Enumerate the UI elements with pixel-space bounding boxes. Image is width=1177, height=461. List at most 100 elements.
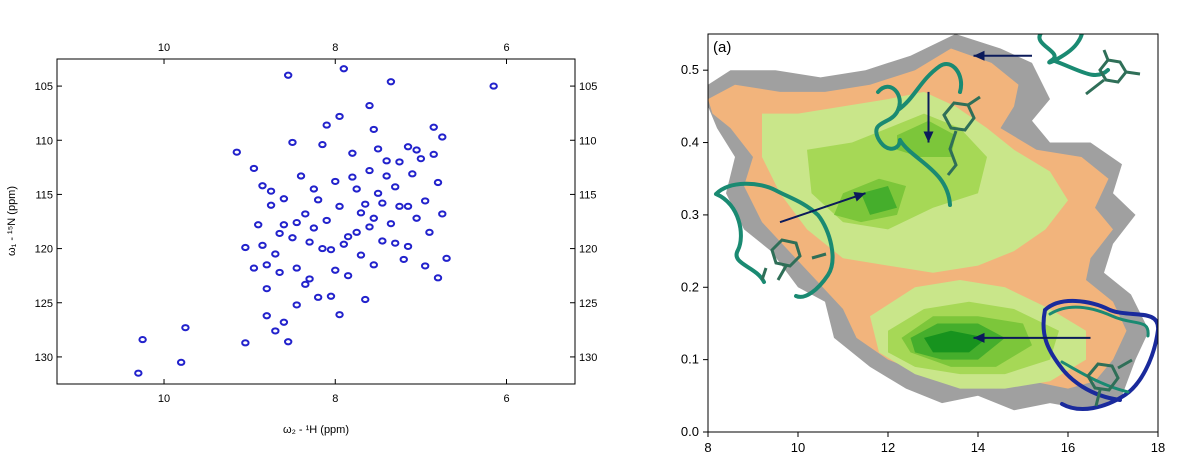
hsqc-peak bbox=[420, 262, 430, 270]
hsqc-peak bbox=[382, 157, 391, 165]
hsqc-peak bbox=[309, 185, 319, 193]
hsqc-x-tick-label-bottom: 8 bbox=[332, 393, 338, 405]
hsqc-peaks bbox=[134, 65, 498, 377]
hsqc-peak bbox=[442, 254, 451, 262]
arrow-shaft bbox=[779, 192, 866, 224]
hsqc-peak bbox=[262, 312, 271, 320]
hsqc-peak bbox=[386, 78, 396, 86]
hsqc-peak bbox=[301, 280, 310, 288]
hsqc-peak bbox=[356, 251, 366, 259]
fe-x-tick-label: 12 bbox=[881, 440, 895, 455]
hsqc-peak bbox=[395, 202, 404, 210]
contour-level-6 bbox=[924, 330, 987, 353]
hsqc-peak bbox=[365, 166, 374, 175]
hsqc-peak bbox=[335, 112, 344, 121]
hsqc-peak bbox=[292, 301, 301, 309]
hsqc-peak bbox=[335, 202, 344, 210]
hsqc-peak bbox=[279, 318, 289, 326]
hsqc-y-tick-label-left: 120 bbox=[35, 244, 53, 256]
fe-y-tick-label: 0.5 bbox=[681, 62, 699, 77]
fe-x-tick-label: 10 bbox=[791, 440, 805, 455]
hsqc-y-tick-label-right: 115 bbox=[579, 189, 597, 201]
hsqc-peak bbox=[241, 339, 250, 347]
hsqc-x-tick-label-bottom: 10 bbox=[158, 393, 170, 405]
hsqc-peak bbox=[283, 71, 293, 79]
hsqc-peak bbox=[181, 324, 190, 332]
hsqc-peak bbox=[438, 210, 447, 218]
fe-y-tick-label: 0.2 bbox=[681, 279, 699, 294]
hsqc-peak bbox=[369, 125, 378, 134]
fe-y-tick-label: 0.3 bbox=[681, 207, 699, 222]
ribbon-structure-left bbox=[714, 181, 835, 299]
stick-ligand-top bbox=[1085, 49, 1141, 96]
contour-level-4 bbox=[897, 120, 956, 157]
hsqc-peak bbox=[313, 196, 323, 204]
hsqc-peak bbox=[176, 358, 186, 366]
hsqc-x-axis-label: ω₂ - ¹H (ppm) bbox=[283, 424, 349, 436]
hsqc-peak bbox=[378, 199, 387, 207]
hsqc-y-tick-label-right: 130 bbox=[579, 352, 597, 364]
hsqc-peak bbox=[343, 233, 353, 241]
stick-ligand-bottom bbox=[1086, 358, 1133, 407]
hsqc-peak bbox=[232, 148, 242, 156]
free-energy-panel: 8 10 12 14 16 18 0.0 0.1 0.2 0.3 0.4 0.5 (a) bbox=[681, 33, 1165, 455]
hsqc-peak bbox=[429, 123, 438, 131]
arrow-head bbox=[923, 131, 934, 143]
arrow-head bbox=[973, 332, 985, 343]
hsqc-peak bbox=[313, 293, 323, 301]
hsqc-peak bbox=[254, 221, 263, 229]
free-energy-contours bbox=[708, 34, 1149, 411]
ribbon-structure-mid bbox=[874, 62, 964, 207]
hsqc-peak bbox=[382, 172, 391, 180]
hsqc-peak bbox=[433, 178, 443, 187]
hsqc-peak bbox=[403, 242, 413, 251]
hsqc-peak bbox=[361, 200, 370, 208]
hsqc-peak bbox=[305, 275, 314, 283]
hsqc-y-tick-label-left: 130 bbox=[35, 352, 53, 364]
hsqc-peak bbox=[420, 197, 430, 205]
hsqc-peak bbox=[249, 164, 259, 173]
hsqc-peak bbox=[271, 250, 280, 258]
hsqc-peak bbox=[395, 158, 404, 166]
hsqc-peak bbox=[386, 220, 396, 228]
hsqc-y-axis-label: ω₁ - ¹⁵N (ppm) bbox=[6, 186, 18, 256]
hsqc-peak bbox=[275, 229, 284, 238]
hsqc-peak bbox=[249, 264, 259, 272]
hsqc-peak bbox=[373, 145, 383, 153]
hsqc-peak bbox=[305, 238, 314, 246]
hsqc-peak bbox=[416, 155, 426, 163]
hsqc-peak bbox=[390, 183, 400, 191]
hsqc-peak bbox=[288, 138, 297, 147]
hsqc-peak bbox=[279, 195, 289, 203]
hsqc-peak bbox=[262, 285, 271, 293]
hsqc-peak bbox=[352, 185, 361, 193]
hsqc-peak bbox=[369, 214, 378, 222]
hsqc-peak bbox=[262, 261, 271, 269]
hsqc-peak bbox=[365, 223, 374, 231]
hsqc-peak bbox=[292, 218, 301, 227]
hsqc-peak bbox=[425, 228, 434, 236]
hsqc-peak bbox=[369, 261, 378, 269]
stick-ligand-mid bbox=[942, 95, 981, 176]
hsqc-y-tick-label-right: 125 bbox=[579, 298, 597, 310]
hsqc-peak bbox=[348, 149, 357, 157]
ribbon-structure-top bbox=[1037, 34, 1110, 77]
hsqc-peak bbox=[322, 216, 331, 225]
hsqc-peak bbox=[258, 182, 267, 190]
hsqc-peak bbox=[433, 274, 443, 282]
transition-arrows bbox=[779, 50, 1091, 343]
protein-structures bbox=[714, 34, 1158, 411]
hsqc-peak bbox=[296, 172, 306, 180]
hsqc-peak bbox=[356, 209, 366, 217]
hsqc-peak bbox=[331, 266, 340, 274]
hsqc-peak bbox=[399, 255, 408, 264]
hsqc-peak bbox=[352, 228, 361, 236]
hsqc-peak bbox=[266, 201, 276, 209]
hsqc-peak bbox=[339, 65, 349, 73]
hsqc-peak bbox=[335, 311, 344, 319]
hsqc-axes: 10 10 8 8 6 6 105 105 110 110 115 115 120 120 125 125 13… bbox=[35, 42, 598, 405]
fe-x-tick-label: 14 bbox=[971, 440, 985, 455]
hsqc-peak bbox=[318, 140, 327, 149]
hsqc-x-tick-label-bottom: 6 bbox=[503, 393, 509, 405]
panel-label: (a) bbox=[713, 39, 731, 56]
